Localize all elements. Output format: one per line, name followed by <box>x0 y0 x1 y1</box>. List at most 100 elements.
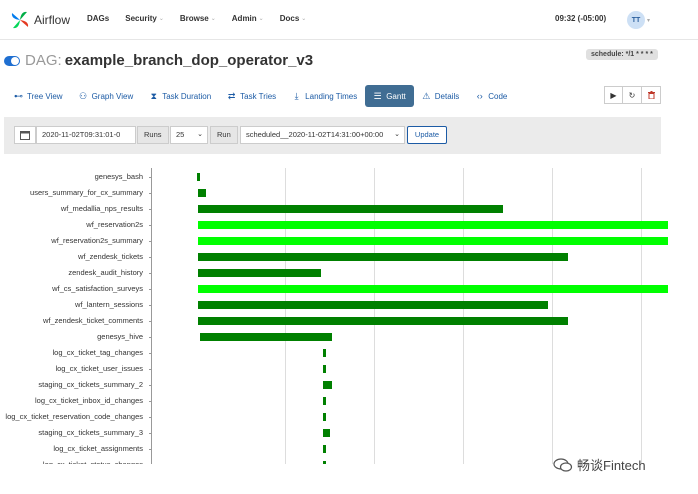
watermark: 畅谈Fintech <box>553 455 646 474</box>
calendar-button[interactable] <box>14 126 36 144</box>
dag-prefix: DAG: <box>25 52 62 69</box>
gantt-bar-wf-reservation2s[interactable] <box>198 221 668 229</box>
task-label[interactable]: wf_zendesk_tickets <box>77 252 143 261</box>
nav-menu-security[interactable]: Security ⌄ <box>125 14 164 23</box>
task-label[interactable]: log_cx_ticket_reservation_code_changes <box>5 412 143 421</box>
gantt-bar-log-cx-ticket-assignments[interactable] <box>322 445 326 453</box>
task-label[interactable]: genesys_hive <box>97 332 143 341</box>
graph-icon: ⚇ <box>79 90 88 101</box>
base-date-input[interactable]: 2020-11-02T09:31:01-0 <box>36 126 136 144</box>
tab-details[interactable]: ⚠ Details <box>414 85 467 107</box>
gantt-gridline <box>552 168 554 464</box>
nav-menu-docs[interactable]: Docs ⌄ <box>280 14 307 23</box>
nav-menu-label: DAGs <box>87 14 110 23</box>
gantt-chart: genesys_bash users_summary_for_cx_summary… <box>0 168 698 464</box>
tab-label: Task Duration <box>162 91 212 101</box>
gantt-bar-log-cx-ticket-tag-changes[interactable] <box>322 349 326 357</box>
gantt-bar-genesys-hive[interactable] <box>200 333 332 341</box>
calendar-icon <box>20 131 30 140</box>
update-button[interactable]: Update <box>407 126 447 144</box>
chevron-down-icon: ▾ <box>647 17 651 24</box>
gantt-gridline <box>641 168 643 464</box>
play-icon: ▶ <box>610 90 617 100</box>
nav-menu-browse[interactable]: Browse ⌄ <box>180 14 216 23</box>
axis-tick <box>149 385 152 386</box>
task-label[interactable]: genesys_bash <box>94 172 143 181</box>
task-label[interactable]: staging_cx_tickets_summary_3 <box>38 428 143 437</box>
gantt-bar-genesys-bash[interactable] <box>197 173 200 181</box>
chevron-down-icon: ⌄ <box>210 16 216 22</box>
refresh-button[interactable]: ↻ <box>623 86 642 104</box>
gantt-bar-wf-lantern-sessions[interactable] <box>198 301 548 309</box>
task-label[interactable]: log_cx_ticket_tag_changes <box>52 348 143 357</box>
dag-pause-toggle[interactable] <box>4 55 20 66</box>
task-label[interactable]: log_cx_ticket_status_changes <box>43 460 143 464</box>
tab-task-duration[interactable]: ⧗ Task Duration <box>141 85 219 107</box>
task-label-column: genesys_bash users_summary_for_cx_summary… <box>0 168 152 464</box>
tab-code[interactable]: ‹› Code <box>467 85 515 107</box>
axis-tick <box>149 225 152 226</box>
gantt-bar-wf-reservation2s-summary[interactable] <box>198 237 668 245</box>
gantt-bar-wf-zendesk-ticket-comments[interactable] <box>198 317 568 325</box>
gantt-bar-wf-medallia-nps-results[interactable] <box>198 205 504 213</box>
task-label[interactable]: zendesk_audit_history <box>68 268 143 277</box>
tab-label: Tree View <box>27 91 63 101</box>
task-label[interactable]: wf_reservation2s_summary <box>51 236 143 245</box>
gantt-gridline <box>374 168 376 464</box>
task-label[interactable]: log_cx_ticket_assignments <box>53 444 143 453</box>
task-label[interactable]: wf_medallia_nps_results <box>60 204 143 213</box>
gantt-plot-area <box>196 168 668 464</box>
task-label[interactable]: log_cx_ticket_user_issues <box>55 364 143 373</box>
chevron-down-icon: ⌄ <box>394 131 400 138</box>
airflow-logo-icon <box>11 11 29 29</box>
task-label[interactable]: wf_cs_satisfaction_surveys <box>52 284 143 293</box>
runs-select[interactable]: 25 ⌄ <box>170 126 208 144</box>
warning-icon: ⚠ <box>422 90 431 101</box>
tab-landing-times[interactable]: ⤓ Landing Times <box>284 85 365 107</box>
gantt-bar-log-cx-ticket-reservation-code-changes[interactable] <box>322 413 326 421</box>
gantt-bar-users-summary-for-cx-summary[interactable] <box>198 189 207 197</box>
avatar[interactable]: TT <box>627 11 645 29</box>
delete-dag-button[interactable] <box>642 86 661 104</box>
gantt-bar-staging-cx-tickets-summary-2[interactable] <box>322 381 333 389</box>
gantt-bar-log-cx-ticket-status-changes[interactable] <box>322 461 326 464</box>
axis-tick <box>149 337 152 338</box>
gantt-bar-zendesk-audit-history[interactable] <box>198 269 321 277</box>
tab-task-tries[interactable]: ⇄ Task Tries <box>219 85 284 107</box>
axis-tick <box>149 209 152 210</box>
gantt-bar-wf-zendesk-tickets[interactable] <box>198 253 568 261</box>
gantt-bar-log-cx-ticket-user-issues[interactable] <box>322 365 326 373</box>
gantt-bar-log-cx-ticket-inbox-id-changes[interactable] <box>322 397 326 405</box>
gantt-bar-wf-cs-satisfaction-surveys[interactable] <box>198 285 668 293</box>
nav-menu-label: Browse <box>179 14 209 23</box>
server-time[interactable]: 09:32 (-05:00) <box>555 14 607 23</box>
nav-menu-admin[interactable]: Admin ⌄ <box>232 14 264 23</box>
runs-label: Runs <box>137 126 169 144</box>
nav-menu-dags[interactable]: DAGs <box>87 14 109 23</box>
run-value: scheduled__2020-11-02T14:31:00+00:00 <box>246 130 384 139</box>
gantt-bar-staging-cx-tickets-summary-3[interactable] <box>322 429 331 437</box>
tab-label: Task Tries <box>240 91 277 101</box>
task-label[interactable]: staging_cx_tickets_summary_2 <box>38 380 143 389</box>
tab-graph-view[interactable]: ⚇ Graph View <box>71 85 142 107</box>
task-label[interactable]: wf_reservation2s <box>86 220 143 229</box>
nav-menu-label: Security <box>125 14 157 23</box>
axis-tick <box>149 321 152 322</box>
brand[interactable]: Airflow <box>10 9 70 31</box>
tab-gantt[interactable]: ☰ Gantt <box>365 85 414 107</box>
task-label[interactable]: wf_zendesk_ticket_comments <box>42 316 143 325</box>
user-menu[interactable]: TT ▾ <box>627 11 650 29</box>
task-label[interactable]: log_cx_ticket_inbox_id_changes <box>35 396 143 405</box>
retry-icon: ⇄ <box>227 90 236 101</box>
tab-tree-view[interactable]: ⊷ Tree View <box>6 85 71 107</box>
top-navbar: Airflow DAGs Security ⌄ Browse ⌄ Admin ⌄ Docs ⌄ … <box>0 0 698 40</box>
trigger-dag-button[interactable]: ▶ <box>604 86 623 104</box>
trash-icon <box>647 91 655 99</box>
task-label[interactable]: users_summary_for_cx_summary <box>30 188 143 197</box>
dag-actions: ▶ ↻ <box>604 86 661 104</box>
runs-value: 25 <box>176 130 185 139</box>
task-label[interactable]: wf_lantern_sessions <box>75 300 143 309</box>
nav-menu-label: Admin <box>231 14 257 23</box>
run-select[interactable]: scheduled__2020-11-02T14:31:00+00:00 ⌄ <box>240 126 405 144</box>
main-menu: DAGs Security ⌄ Browse ⌄ Admin ⌄ Docs ⌄ <box>87 14 322 23</box>
